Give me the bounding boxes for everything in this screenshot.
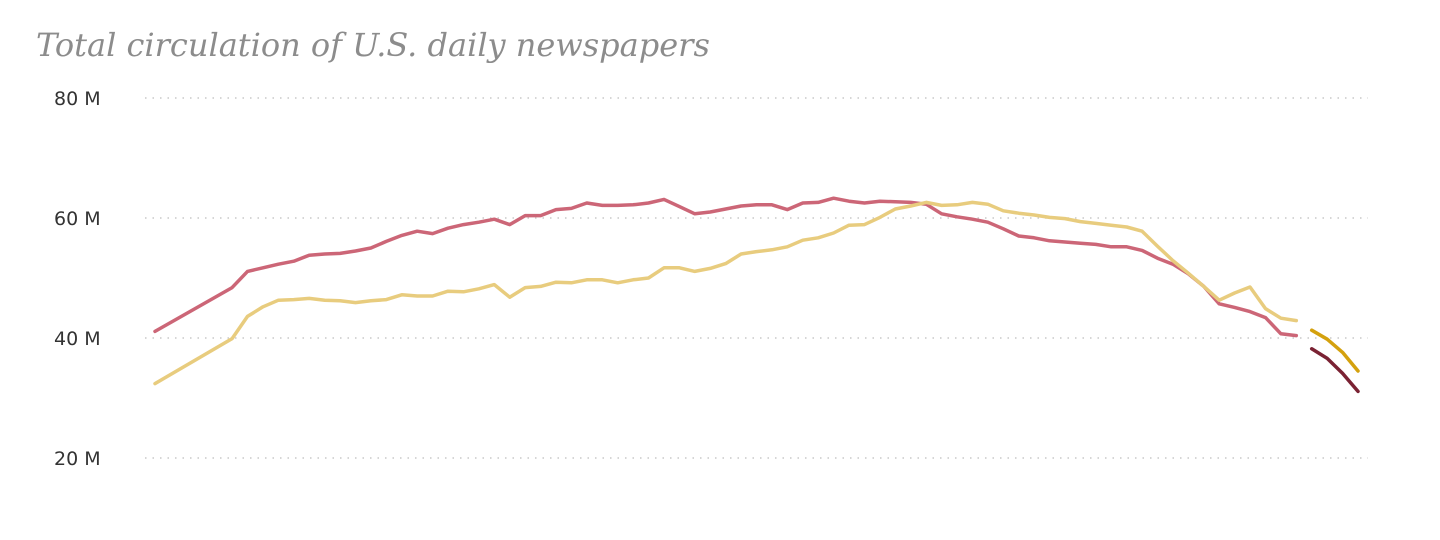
series-lines [153, 196, 1360, 394]
y-tick-label: 60 M [54, 208, 101, 230]
series-line-4 [1309, 347, 1360, 394]
y-tick-label: 20 M [54, 448, 101, 470]
chart-title: Total circulation of U.S. daily newspape… [36, 26, 710, 64]
y-tick-label: 40 M [54, 328, 101, 350]
y-tick-label: 80 M [54, 88, 101, 110]
series-line-1 [153, 196, 1299, 338]
series-line-3 [1309, 328, 1360, 373]
series-line-2 [153, 200, 1299, 386]
gridlines [145, 97, 1368, 459]
y-axis-ticks: 20 M 40 M 60 M 80 M [54, 88, 101, 470]
